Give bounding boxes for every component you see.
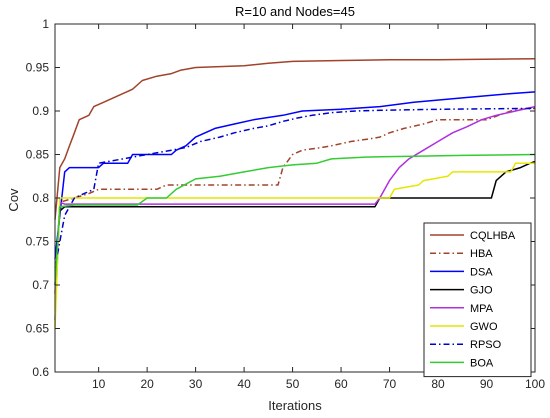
x-tick-label: 60 — [334, 377, 348, 391]
series-line-gwo — [54, 162, 535, 329]
series-layer — [54, 58, 536, 329]
x-tick-label: 40 — [237, 377, 251, 391]
y-tick-label: 0.95 — [26, 61, 50, 75]
series-line-cqlhba — [54, 58, 536, 220]
y-tick-label: 0.9 — [32, 104, 49, 118]
legend-label-dsa: DSA — [470, 266, 493, 278]
y-tick-label: 0.75 — [26, 235, 50, 249]
y-tick-label: 0.8 — [32, 191, 49, 205]
x-tick-label: 100 — [525, 377, 545, 391]
legend-label-boa: BOA — [470, 357, 494, 369]
series-line-boa — [54, 153, 536, 286]
y-tick-label: 0.65 — [26, 322, 50, 336]
legend-label-hba: HBA — [470, 248, 493, 260]
x-tick-label: 20 — [140, 377, 154, 391]
legend-label-gjo: GJO — [470, 285, 493, 297]
legend-label-mpa: MPA — [470, 303, 494, 315]
y-tick-label: 1 — [42, 17, 49, 31]
x-tick-label: 10 — [92, 377, 106, 391]
legend-label-gwo: GWO — [470, 321, 498, 333]
y-axis-label: Cov — [6, 188, 21, 212]
series-line-dsa — [54, 91, 536, 259]
series-line-hba — [54, 107, 536, 294]
legend-label-cqlhba: CQLHBA — [470, 230, 516, 242]
legend-box — [423, 222, 532, 378]
legend: CQLHBA HBA DSA GJO MPA GWO RPSO BOA — [423, 222, 532, 378]
axes-layer: 10 20 30 40 50 60 70 80 90 100 0.6 0.65 0.7 0.75 0.8 0.… — [26, 17, 546, 391]
y-tick-label: 0.6 — [32, 365, 49, 379]
x-tick-label: 90 — [480, 377, 494, 391]
series-line-mpa — [54, 105, 536, 320]
chart-title: R=10 and Nodes=45 — [235, 4, 355, 19]
legend-label-rpso: RPSO — [470, 339, 502, 351]
x-axis-label: Iterations — [268, 398, 322, 413]
x-tick-label: 30 — [189, 377, 203, 391]
y-tick-label: 0.7 — [32, 278, 49, 292]
y-tick-label: 0.85 — [26, 148, 50, 162]
x-tick-label: 70 — [383, 377, 397, 391]
series-line-gjo — [54, 160, 536, 286]
x-tick-label: 80 — [431, 377, 445, 391]
series-line-rpso — [54, 107, 536, 268]
x-tick-label: 50 — [286, 377, 300, 391]
